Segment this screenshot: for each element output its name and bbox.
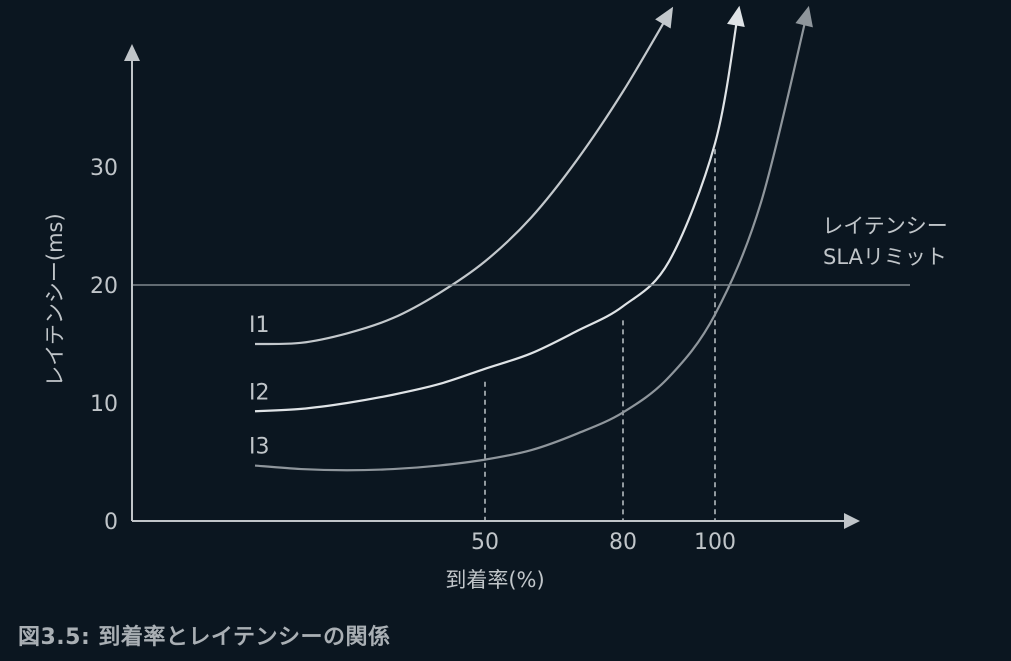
y-tick-labels: 0 10 20 30 bbox=[90, 156, 118, 535]
curves bbox=[254, 5, 813, 472]
curve-i1 bbox=[254, 13, 670, 346]
x-axis-label: 到着率(%) bbox=[445, 568, 544, 592]
curve-i3 bbox=[254, 13, 809, 472]
y-axis-arrow-icon bbox=[124, 44, 140, 61]
y-tick-label: 0 bbox=[104, 510, 118, 535]
series-label-i2: I2 bbox=[249, 380, 270, 405]
sla-label-line-1: レイテンシー bbox=[822, 214, 948, 238]
curve-i2-arrow-icon bbox=[727, 5, 745, 27]
curve-i3-arrow-icon bbox=[795, 5, 813, 28]
x-tick-label: 50 bbox=[471, 530, 499, 555]
y-tick-label: 20 bbox=[90, 274, 118, 299]
series-label-i3: I3 bbox=[249, 435, 270, 460]
series-label-i1: I1 bbox=[249, 313, 270, 338]
sla-label-line-2: SLAリミット bbox=[823, 245, 947, 269]
y-tick-label: 30 bbox=[90, 156, 118, 181]
y-tick-label: 10 bbox=[90, 392, 118, 417]
x-tick-label: 100 bbox=[694, 530, 736, 555]
x-tick-labels: 50 80 100 bbox=[471, 530, 736, 555]
x-tick-label: 80 bbox=[609, 530, 637, 555]
y-axis-label: レイテンシー(ms) bbox=[43, 213, 67, 386]
x-axis-arrow-icon bbox=[844, 513, 860, 529]
series-labels: I1 I2 I3 bbox=[249, 313, 270, 460]
curve-i1-arrow-icon bbox=[655, 6, 674, 29]
dashed-guides bbox=[484, 149, 716, 521]
figure-caption: 図3.5: 到着率とレイテンシーの関係 bbox=[18, 625, 391, 650]
curve-i2 bbox=[254, 13, 740, 413]
